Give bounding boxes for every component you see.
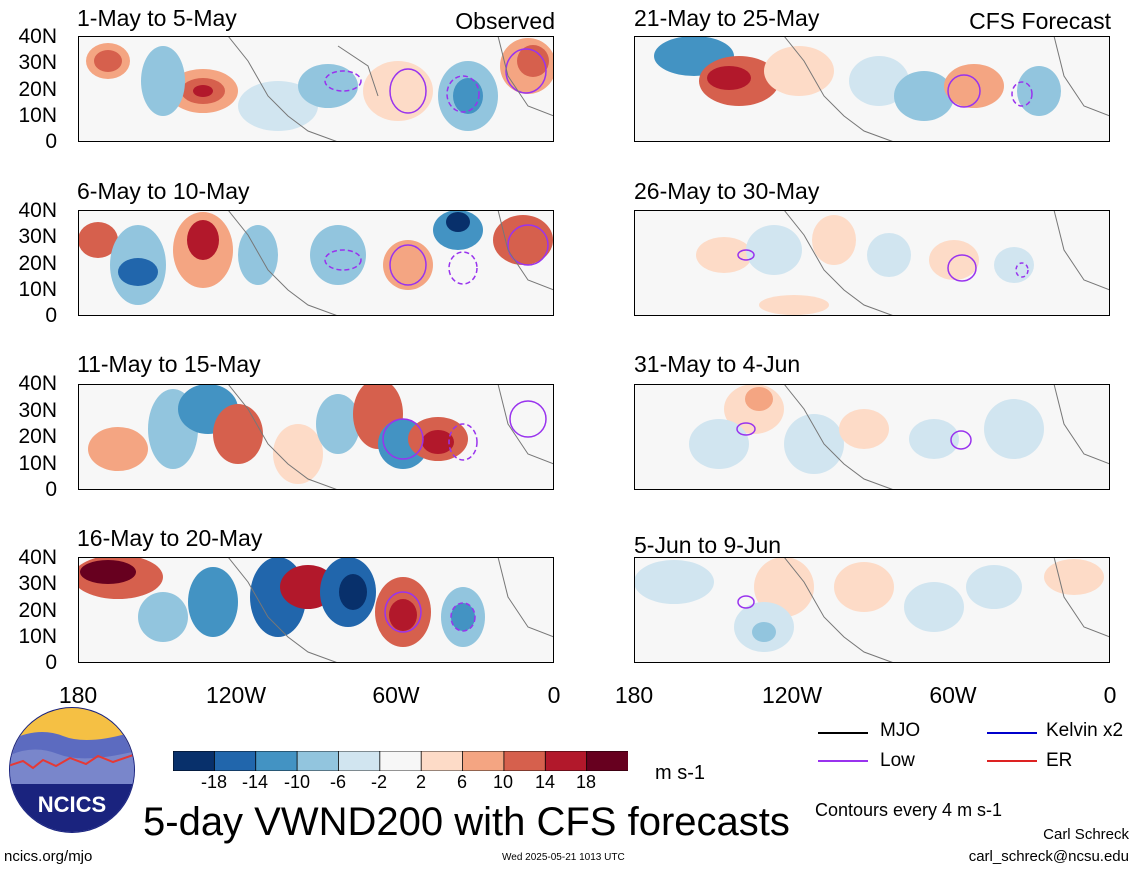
x-label-0: 0 — [547, 682, 561, 708]
colorbar-swatch-4 — [296, 751, 340, 771]
author-name: Carl Schreck — [1043, 826, 1129, 843]
y-label-20n: 20N — [18, 78, 57, 101]
y-label-30n: 30N — [18, 225, 57, 248]
map-panel-7-forecast — [634, 384, 1110, 490]
x-label-180: 180 — [614, 682, 654, 708]
cb-label-7: 6 — [456, 772, 468, 792]
ncics-logo-text: NCICS — [38, 792, 106, 817]
x-label-0: 0 — [1103, 682, 1117, 708]
map-panel-8-forecast — [634, 557, 1110, 663]
author-email[interactable]: carl_schreck@ncsu.edu — [968, 848, 1129, 865]
y-label-40n: 40N — [18, 372, 57, 395]
map-panel-1-observed — [78, 36, 554, 142]
map-panel-4-observed — [78, 557, 554, 663]
cb-label-1: -18 — [200, 772, 228, 792]
panel-title-7: 31-May to 4-Jun — [634, 351, 801, 377]
colorbar-swatch-8 — [462, 751, 505, 771]
colorbar-swatch-9 — [503, 751, 547, 771]
legend-line-kelvin — [987, 732, 1037, 734]
panel-title-3: 11-May to 15-May — [77, 351, 261, 377]
y-label-40n: 40N — [18, 199, 57, 222]
cb-label-8: 10 — [492, 772, 514, 792]
y-label-0: 0 — [45, 304, 57, 327]
legend-label-mjo: MJO — [880, 720, 921, 741]
y-label-20n: 20N — [18, 599, 57, 622]
x-label-120w: 120W — [761, 682, 823, 708]
y-label-30n: 30N — [18, 399, 57, 422]
cb-label-3: -10 — [283, 772, 311, 792]
y-label-20n: 20N — [18, 252, 57, 275]
y-label-30n: 30N — [18, 51, 57, 74]
y-label-20n: 20N — [18, 425, 57, 448]
x-label-60w: 60W — [372, 682, 420, 708]
cb-label-10: 18 — [575, 772, 597, 792]
y-label-30n: 30N — [18, 572, 57, 595]
y-label-10n: 10N — [18, 452, 57, 475]
colorbar-swatch-6 — [379, 751, 423, 771]
site-link[interactable]: ncics.org/mjo — [4, 848, 93, 865]
colorbar-swatch-5 — [338, 751, 381, 771]
forecast-label: CFS Forecast — [969, 8, 1111, 34]
legend-label-kelvin: Kelvin x2 — [1046, 720, 1124, 741]
x-label-60w: 60W — [929, 682, 977, 708]
y-label-10n: 10N — [18, 278, 57, 301]
y-label-0: 0 — [45, 478, 57, 501]
panel-title-8: 5-Jun to 9-Jun — [634, 532, 782, 558]
map-panel-5-forecast — [634, 36, 1110, 142]
colorbar-swatch-2 — [213, 751, 257, 771]
y-label-10n: 10N — [18, 625, 57, 648]
panel-title-5: 21-May to 25-May — [634, 5, 820, 31]
timestamp: Wed 2025-05-21 1013 UTC — [502, 852, 625, 863]
cb-label-4: -6 — [329, 772, 347, 792]
map-panel-3-observed — [78, 384, 554, 490]
legend-label-er: ER — [1046, 750, 1073, 771]
map-panel-6-forecast — [634, 210, 1110, 316]
colorbar-swatch-1 — [173, 751, 216, 771]
panel-title-2: 6-May to 10-May — [77, 178, 250, 204]
legend-line-low — [818, 760, 868, 762]
main-title: 5-day VWND200 with CFS forecasts — [143, 800, 790, 844]
ncics-logo: NCICS — [9, 707, 135, 833]
y-label-40n: 40N — [18, 25, 57, 48]
x-label-120w: 120W — [205, 682, 267, 708]
observed-label: Observed — [455, 8, 555, 34]
cb-label-6: 2 — [415, 772, 427, 792]
y-label-10n: 10N — [18, 104, 57, 127]
colorbar-swatch-7 — [420, 751, 464, 771]
colorbar-swatch-3 — [255, 751, 298, 771]
map-panel-2-observed — [78, 210, 554, 316]
legend-line-er — [987, 760, 1037, 762]
y-label-0: 0 — [45, 651, 57, 674]
x-label-180: 180 — [58, 682, 98, 708]
y-label-0: 0 — [45, 130, 57, 153]
colorbar-swatch-11 — [586, 751, 628, 771]
colorbar — [173, 751, 628, 771]
panel-title-6: 26-May to 30-May — [634, 178, 820, 204]
units-label: m s-1 — [655, 762, 705, 784]
legend-line-mjo — [818, 732, 868, 734]
cb-label-2: -14 — [241, 772, 269, 792]
panel-title-4: 16-May to 20-May — [77, 525, 263, 551]
contours-note: Contours every 4 m s-1 — [815, 800, 1003, 820]
panel-title-1: 1-May to 5-May — [77, 5, 237, 31]
colorbar-swatch-10 — [544, 751, 588, 771]
legend-label-low: Low — [880, 750, 915, 771]
cb-label-5: -2 — [370, 772, 388, 792]
cb-label-9: 14 — [534, 772, 556, 792]
y-label-40n: 40N — [18, 546, 57, 569]
